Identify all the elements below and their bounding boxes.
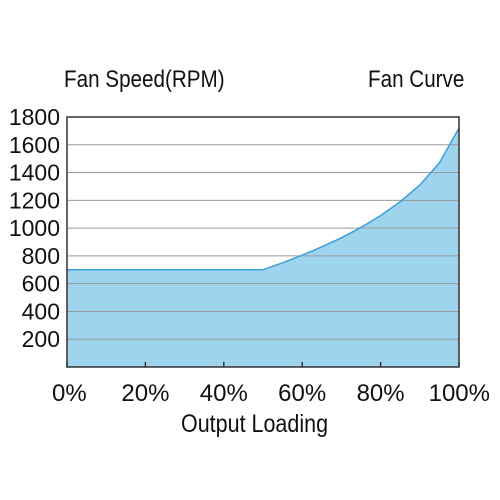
y-tick-label-600: 600 bbox=[22, 271, 60, 297]
chart-title: Fan Curve bbox=[368, 66, 465, 93]
y-tick-label-400: 400 bbox=[22, 298, 60, 324]
x-tick-label-80: 80% bbox=[357, 380, 405, 407]
x-axis-title: Output Loading bbox=[181, 410, 329, 438]
y-tick-label-1200: 1200 bbox=[9, 187, 60, 213]
y-tick-label-1800: 1800 bbox=[9, 104, 60, 130]
fan-curve-line bbox=[67, 127, 460, 271]
x-tick-label-100: 100% bbox=[429, 380, 490, 407]
y-axis-title: Fan Speed(RPM) bbox=[64, 66, 225, 93]
plot-frame bbox=[66, 116, 460, 368]
x-tick-label-0: 0% bbox=[52, 380, 87, 407]
y-tick-label-800: 800 bbox=[22, 243, 60, 269]
y-tick-label-1000: 1000 bbox=[9, 215, 60, 241]
fan-curve-area bbox=[67, 128, 459, 367]
x-tick-label-40: 40% bbox=[200, 380, 248, 407]
x-tick-label-60: 60% bbox=[278, 380, 326, 407]
y-tick-label-1600: 1600 bbox=[9, 132, 60, 158]
x-tick-label-20: 20% bbox=[121, 380, 169, 407]
y-tick-label-1400: 1400 bbox=[9, 160, 60, 186]
y-tick-label-200: 200 bbox=[22, 326, 60, 352]
